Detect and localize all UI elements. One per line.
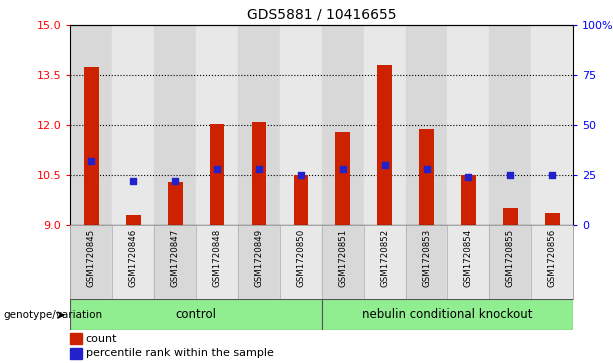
Bar (168, 182, 183, 225)
Bar (126, 215, 140, 225)
FancyBboxPatch shape (70, 299, 322, 330)
Text: control: control (176, 309, 216, 321)
Point (296, 172, 306, 178)
Text: GSM1720854: GSM1720854 (464, 229, 473, 287)
Bar (322, 25, 364, 225)
Bar (154, 225, 196, 299)
Text: percentile rank within the sample: percentile rank within the sample (86, 348, 273, 359)
Bar (196, 225, 238, 299)
Bar (531, 25, 573, 225)
Text: genotype/variation: genotype/variation (3, 310, 102, 320)
Bar (84, 67, 99, 225)
Bar (210, 123, 224, 225)
Bar (335, 132, 350, 225)
Bar (322, 225, 364, 299)
Title: GDS5881 / 10416655: GDS5881 / 10416655 (247, 8, 397, 21)
Point (212, 166, 222, 172)
Bar (503, 208, 517, 225)
Text: GSM1720852: GSM1720852 (380, 229, 389, 287)
Point (170, 178, 180, 184)
Bar (196, 25, 238, 225)
Bar (70, 333, 82, 344)
Text: GSM1720853: GSM1720853 (422, 229, 431, 287)
Bar (531, 225, 573, 299)
Text: count: count (86, 334, 117, 344)
Point (505, 172, 515, 178)
FancyBboxPatch shape (322, 299, 573, 330)
Bar (112, 25, 154, 225)
Bar (70, 225, 112, 299)
Bar (280, 25, 322, 225)
Bar (70, 25, 112, 225)
Point (547, 172, 557, 178)
Bar (238, 25, 280, 225)
Bar (294, 175, 308, 225)
Bar (447, 225, 489, 299)
Text: GSM1720851: GSM1720851 (338, 229, 348, 287)
Bar (489, 225, 531, 299)
Bar (545, 213, 560, 225)
Bar (406, 225, 447, 299)
Bar (489, 25, 531, 225)
Bar (364, 225, 406, 299)
Point (129, 178, 139, 184)
Text: GSM1720846: GSM1720846 (129, 229, 138, 287)
Bar (461, 175, 476, 225)
Text: nebulin conditional knockout: nebulin conditional knockout (362, 309, 533, 321)
Point (463, 174, 473, 180)
Bar (419, 129, 434, 225)
Point (86, 158, 96, 164)
Bar (238, 225, 280, 299)
Text: GSM1720849: GSM1720849 (254, 229, 264, 287)
Text: GSM1720847: GSM1720847 (170, 229, 180, 287)
Text: GSM1720845: GSM1720845 (87, 229, 96, 287)
Point (422, 166, 432, 172)
Text: GSM1720856: GSM1720856 (547, 229, 557, 287)
Bar (154, 25, 196, 225)
Bar (70, 348, 82, 359)
Point (338, 166, 348, 172)
Bar (406, 25, 447, 225)
Bar (252, 122, 266, 225)
Bar (280, 225, 322, 299)
Text: GSM1720848: GSM1720848 (213, 229, 222, 287)
Bar (447, 25, 489, 225)
Bar (378, 65, 392, 225)
Bar (112, 225, 154, 299)
Bar (364, 25, 406, 225)
Point (254, 166, 264, 172)
Point (380, 162, 390, 168)
Text: GSM1720855: GSM1720855 (506, 229, 515, 287)
Text: GSM1720850: GSM1720850 (296, 229, 305, 287)
